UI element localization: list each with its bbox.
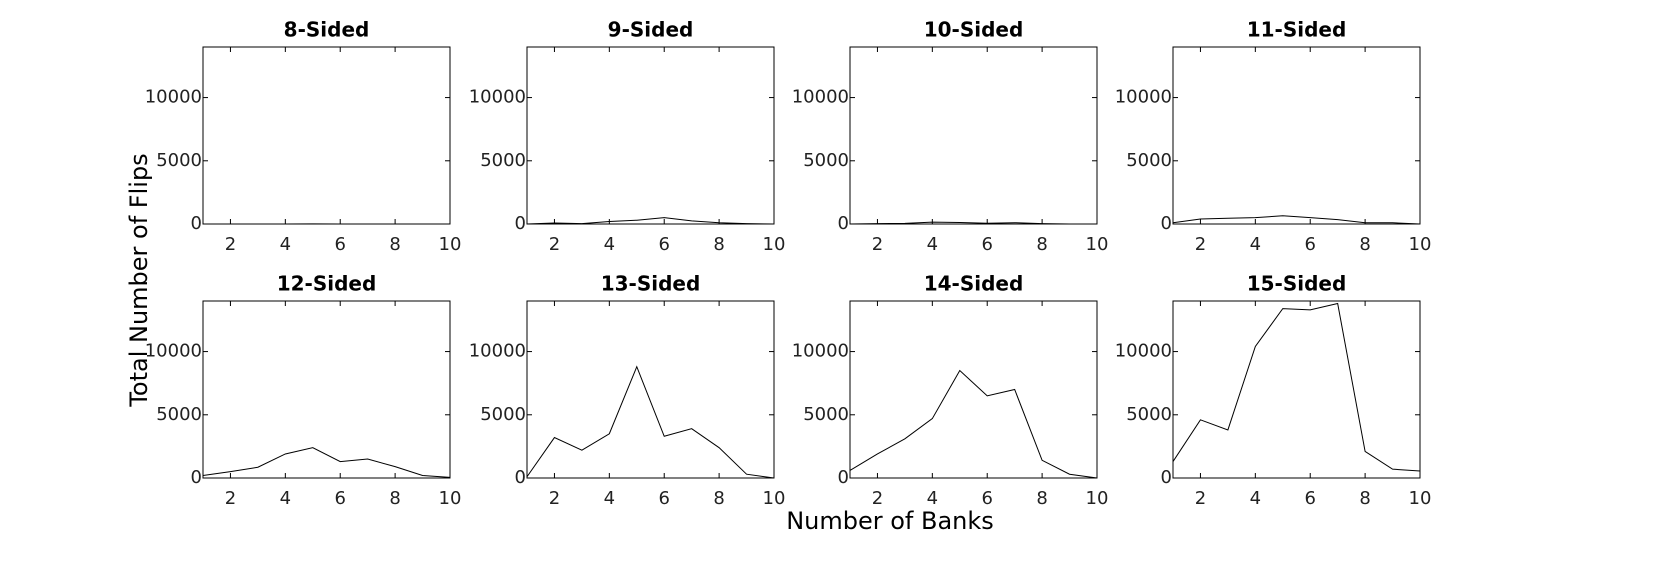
x-tick-label: 4 bbox=[927, 234, 938, 255]
x-tick-label: 2 bbox=[1195, 488, 1206, 509]
y-tick-label: 0 bbox=[191, 213, 202, 234]
x-axis-label: Number of Banks bbox=[786, 507, 994, 535]
data-line bbox=[849, 221, 1097, 225]
x-tick-label: 6 bbox=[981, 234, 992, 255]
y-tick-label: 10000 bbox=[1115, 341, 1172, 362]
x-tick-label: 10 bbox=[763, 488, 786, 509]
chart-title: 12-Sided bbox=[277, 272, 377, 296]
y-tick-label: 10000 bbox=[792, 341, 849, 362]
x-tick-label: 4 bbox=[280, 488, 291, 509]
x-tick-label: 8 bbox=[713, 488, 724, 509]
data-line bbox=[526, 365, 775, 479]
y-tick-label: 5000 bbox=[156, 404, 202, 425]
x-tick-label: 4 bbox=[1250, 234, 1261, 255]
x-tick-label: 8 bbox=[389, 488, 400, 509]
y-axis-label: Total Number of Flips bbox=[125, 153, 153, 407]
x-tick-label: 8 bbox=[1036, 488, 1047, 509]
data-line bbox=[1172, 302, 1421, 472]
y-tick-label: 0 bbox=[515, 467, 526, 488]
y-tick-label: 5000 bbox=[480, 150, 526, 171]
x-tick-label: 2 bbox=[872, 488, 883, 509]
y-tick-label: 0 bbox=[1161, 467, 1172, 488]
chart-title: 14-Sided bbox=[924, 272, 1024, 296]
x-tick-label: 6 bbox=[658, 488, 669, 509]
y-tick-label: 5000 bbox=[480, 404, 526, 425]
plot-frame bbox=[1172, 300, 1421, 479]
x-tick-label: 8 bbox=[1036, 234, 1047, 255]
x-tick-label: 4 bbox=[280, 234, 291, 255]
x-tick-label: 6 bbox=[1304, 488, 1315, 509]
y-tick-label: 5000 bbox=[1126, 404, 1172, 425]
plot-frame bbox=[849, 300, 1098, 479]
data-line bbox=[526, 217, 775, 225]
x-tick-label: 8 bbox=[389, 234, 400, 255]
x-tick-label: 8 bbox=[1359, 234, 1370, 255]
y-tick-label: 5000 bbox=[803, 404, 849, 425]
plot-frame bbox=[849, 46, 1098, 225]
y-tick-label: 0 bbox=[838, 213, 849, 234]
x-tick-label: 8 bbox=[713, 234, 724, 255]
y-tick-label: 10000 bbox=[145, 341, 202, 362]
x-tick-label: 8 bbox=[1359, 488, 1370, 509]
plot-frame bbox=[526, 300, 775, 479]
data-line bbox=[202, 447, 451, 478]
y-tick-label: 5000 bbox=[803, 150, 849, 171]
x-tick-label: 10 bbox=[1086, 234, 1109, 255]
x-tick-label: 6 bbox=[334, 488, 345, 509]
y-tick-label: 10000 bbox=[145, 87, 202, 108]
chart-title: 8-Sided bbox=[284, 18, 370, 42]
x-tick-label: 2 bbox=[225, 488, 236, 509]
chart-title: 9-Sided bbox=[608, 18, 694, 42]
x-tick-label: 2 bbox=[872, 234, 883, 255]
x-tick-label: 10 bbox=[1409, 234, 1432, 255]
chart-title: 15-Sided bbox=[1247, 272, 1347, 296]
x-tick-label: 6 bbox=[334, 234, 345, 255]
x-tick-label: 2 bbox=[549, 234, 560, 255]
y-tick-label: 10000 bbox=[1115, 87, 1172, 108]
plot-frame bbox=[526, 46, 775, 225]
y-tick-label: 5000 bbox=[1126, 150, 1172, 171]
x-tick-label: 2 bbox=[225, 234, 236, 255]
chart-title: 10-Sided bbox=[924, 18, 1024, 42]
y-tick-label: 5000 bbox=[156, 150, 202, 171]
x-tick-label: 6 bbox=[658, 234, 669, 255]
y-tick-label: 0 bbox=[838, 467, 849, 488]
x-tick-label: 10 bbox=[439, 234, 462, 255]
chart-title: 11-Sided bbox=[1247, 18, 1347, 42]
y-tick-label: 0 bbox=[515, 213, 526, 234]
x-tick-label: 10 bbox=[439, 488, 462, 509]
chart-title: 13-Sided bbox=[601, 272, 701, 296]
x-tick-label: 2 bbox=[549, 488, 560, 509]
plot-frame bbox=[202, 300, 451, 479]
x-tick-label: 6 bbox=[1304, 234, 1315, 255]
y-tick-label: 10000 bbox=[469, 87, 526, 108]
x-tick-label: 4 bbox=[927, 488, 938, 509]
y-tick-label: 0 bbox=[191, 467, 202, 488]
y-tick-label: 0 bbox=[1161, 213, 1172, 234]
x-tick-label: 4 bbox=[604, 234, 615, 255]
x-tick-label: 4 bbox=[1250, 488, 1261, 509]
y-tick-label: 10000 bbox=[792, 87, 849, 108]
x-tick-label: 10 bbox=[1409, 488, 1432, 509]
data-line bbox=[849, 369, 1098, 479]
x-tick-label: 6 bbox=[981, 488, 992, 509]
y-tick-label: 10000 bbox=[469, 341, 526, 362]
x-tick-label: 2 bbox=[1195, 234, 1206, 255]
data-line bbox=[1172, 215, 1421, 225]
plot-frame bbox=[1172, 46, 1421, 225]
x-tick-label: 10 bbox=[763, 234, 786, 255]
x-tick-label: 10 bbox=[1086, 488, 1109, 509]
x-tick-label: 4 bbox=[604, 488, 615, 509]
